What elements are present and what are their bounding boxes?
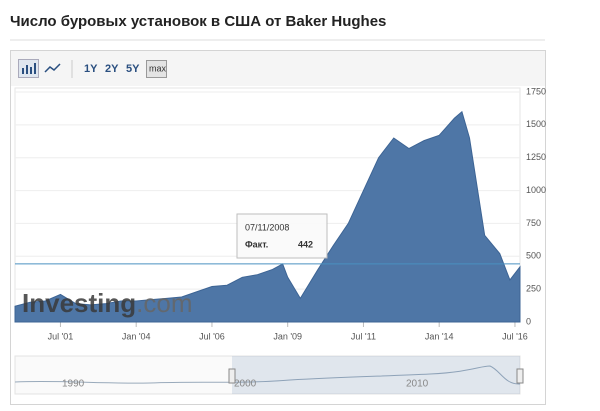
x-tick-label: Jan '09 [273, 331, 302, 341]
navigator-handle[interactable] [516, 368, 524, 384]
navigator-label: 1990 [62, 379, 85, 390]
bar-icon [22, 63, 36, 74]
x-tick-label: Jan '04 [122, 331, 151, 341]
navigator-handle[interactable] [228, 368, 236, 384]
range-button[interactable]: 2Y [105, 63, 119, 75]
watermark: Investing.com [22, 288, 192, 318]
y-tick-label: 250 [526, 284, 541, 294]
y-tick-label: 0 [526, 316, 531, 326]
max-button-frame[interactable] [146, 60, 167, 78]
tooltip-date: 07/11/2008 [245, 222, 289, 232]
tooltip-label: Факт. [245, 239, 268, 249]
line-icon-button[interactable] [44, 63, 61, 73]
navigator-line [14, 365, 521, 385]
x-tick-label: Jul '06 [199, 331, 225, 341]
y-tick-label: 1750 [526, 86, 546, 96]
y-tick-label: 1500 [526, 119, 546, 129]
tooltip-box [236, 213, 328, 259]
x-tick-label: Jul '11 [351, 331, 376, 341]
chart-title: Число буровых установок в США от Baker H… [10, 13, 386, 30]
toolbar [11, 51, 545, 86]
navigator-label: 2010 [406, 379, 429, 390]
area [14, 110, 521, 323]
navigator-label: 2000 [234, 379, 257, 390]
range-button[interactable]: max [149, 63, 167, 73]
y-tick-label: 1000 [526, 185, 546, 195]
tooltip-value: 442 [298, 239, 313, 249]
watermark-text: Investing [22, 288, 136, 318]
watermark-text: .com [136, 288, 192, 318]
tooltip: 07/11/2008 Факт. 442 [236, 213, 328, 259]
range-button[interactable]: 5Y [126, 63, 140, 75]
navigator-selection[interactable] [232, 356, 520, 394]
x-tick-label: Jul '16 [502, 331, 528, 341]
y-tick-label: 1250 [526, 152, 546, 162]
range-button[interactable]: 1Y [84, 63, 98, 75]
x-tick-label: Jul '01 [48, 331, 74, 341]
navigator[interactable] [14, 355, 521, 395]
y-tick-label: 500 [526, 251, 541, 261]
y-tick-label: 750 [526, 218, 541, 228]
x-tick-label: Jan '14 [425, 331, 454, 341]
